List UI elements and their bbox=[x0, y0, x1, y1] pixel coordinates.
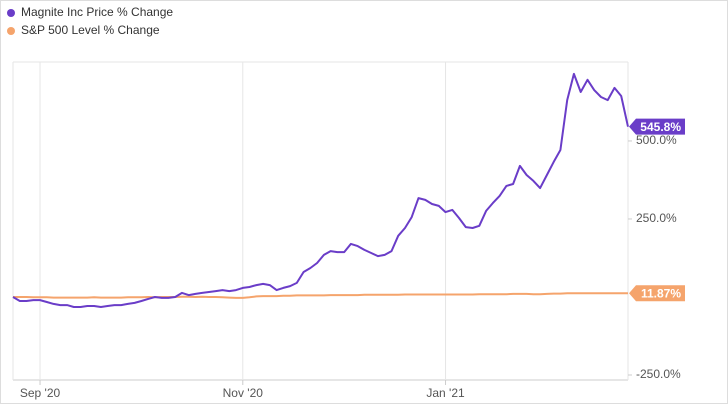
y-tick-label: -250.0% bbox=[636, 367, 681, 381]
series-line bbox=[13, 292, 629, 299]
legend-label: Magnite Inc Price % Change bbox=[21, 5, 173, 19]
end-label: 545.8% bbox=[640, 120, 681, 134]
legend-label: S&P 500 Level % Change bbox=[21, 23, 160, 37]
end-label: 11.87% bbox=[641, 286, 681, 300]
x-tick-label: Sep '20 bbox=[20, 386, 61, 400]
end-label-box bbox=[629, 285, 685, 302]
y-tick-label: 250.0% bbox=[636, 211, 677, 225]
x-tick-label: Jan '21 bbox=[426, 386, 465, 400]
series-line bbox=[12, 72, 629, 308]
legend-marker bbox=[7, 9, 15, 17]
end-label-box bbox=[629, 118, 685, 135]
x-tick-label: Nov '20 bbox=[223, 386, 264, 400]
legend-marker bbox=[7, 27, 15, 35]
y-tick-label: 500.0% bbox=[636, 133, 677, 147]
